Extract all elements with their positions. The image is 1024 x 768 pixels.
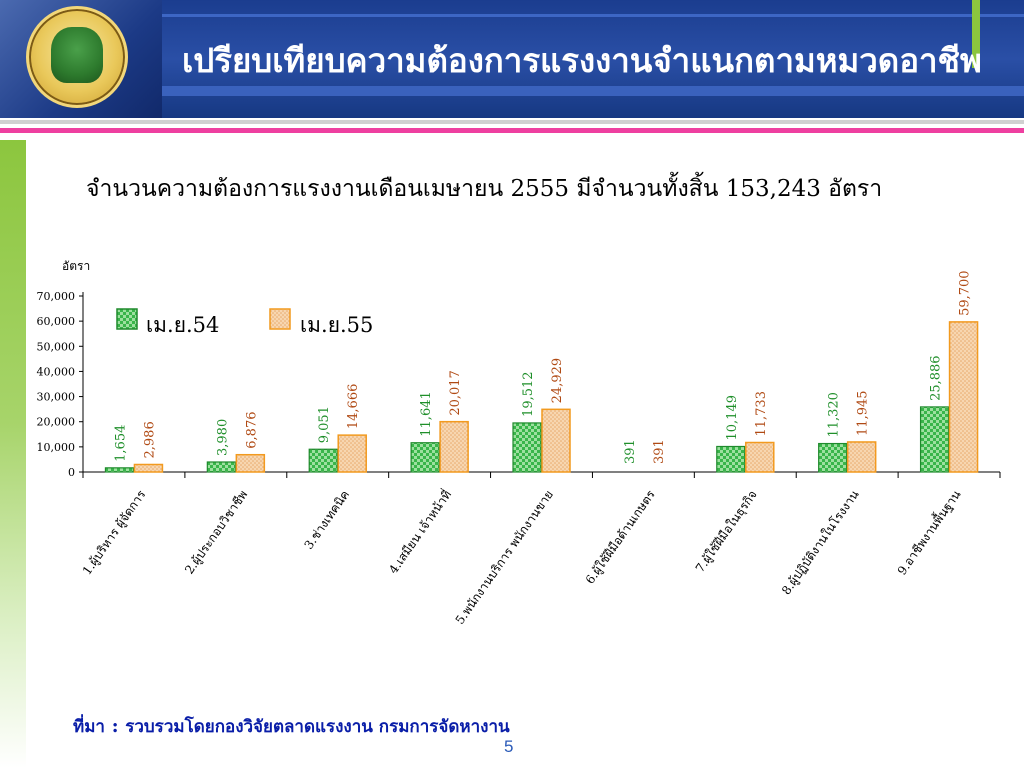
category-label: 1.ผู้บริหาร ผู้จัดการ [80, 487, 150, 578]
bar-series1 [716, 445, 746, 473]
bar-series1 [206, 461, 236, 473]
y-tick-label: 50,000 [37, 340, 76, 353]
y-tick-label: 70,000 [37, 290, 76, 303]
page-number: 5 [504, 737, 514, 756]
data-label-series2: 2,986 [142, 421, 157, 458]
category-label: 5.พนักงานบริการ พนักงานขาย [453, 488, 556, 627]
category-label: 3.ช่างเทคนิค [301, 488, 352, 552]
category-label: 7.ผู้ใช้ฝีมือในธุรกิจ [693, 488, 761, 576]
y-tick-label: 40,000 [37, 365, 76, 378]
bar-series2 [235, 453, 266, 473]
legend-swatch-series1 [116, 308, 138, 330]
bar-series2 [541, 408, 571, 473]
bar-series1 [104, 467, 135, 473]
left-accent-bar [0, 140, 26, 768]
category-label: 6.ผู้ใช้ฝีมือด้านเกษตร [583, 487, 659, 587]
y-tick-label: 60,000 [37, 315, 76, 328]
chart-subtitle: จำนวนความต้องการแรงงานเดือนเมษายน 2555 ม… [86, 176, 883, 202]
data-label-series2: 14,666 [346, 384, 361, 430]
bar-series2 [745, 441, 775, 473]
legend-swatch-series2 [269, 308, 291, 330]
y-tick-label: 10,000 [37, 441, 76, 454]
bar-series2 [439, 420, 469, 473]
bar-series1 [308, 448, 338, 473]
y-tick-label: 0 [68, 466, 75, 479]
data-label-series1: 11,320 [827, 392, 842, 438]
divider-pink [0, 128, 1024, 133]
y-axis-title: อัตรา [62, 259, 90, 273]
legend-label-series1: เม.ย.54 [146, 313, 219, 337]
data-label-series2: 391 [652, 439, 667, 464]
category-label: 4.เสมียน เจ้าหน้าที่ [384, 486, 454, 576]
source-label: ที่มา [73, 717, 105, 737]
data-label-series2: 11,733 [754, 391, 769, 437]
y-tick-label: 30,000 [37, 391, 76, 404]
data-label-series2: 11,945 [856, 390, 871, 436]
data-label-series2: 20,017 [448, 370, 463, 416]
bar-series2 [846, 441, 877, 473]
source-colon: : [104, 715, 126, 737]
data-label-series2: 59,700 [958, 270, 973, 316]
legend-label-series2: เม.ย.55 [300, 313, 373, 337]
data-label-series2: 24,929 [550, 358, 565, 404]
bar-series2 [133, 463, 164, 473]
bar-series1 [919, 406, 950, 473]
category-label: 2.ผู้ประกอบวิชาชีพ [182, 488, 251, 578]
data-label-series1: 3,980 [215, 419, 230, 456]
header-band [0, 0, 1024, 118]
category-label: 8.ผู้ปฏิบัติงานในโรงงาน [779, 488, 862, 598]
data-label-series1: 9,051 [317, 406, 332, 443]
source-note: ที่มา : รวบรวมโดยกองวิจัยตลาดแรงงาน กรมก… [73, 713, 510, 740]
data-label-series2: 6,876 [244, 411, 259, 448]
header-accent-bar [972, 0, 980, 68]
bar-series1 [512, 422, 542, 473]
divider-gray [0, 120, 1024, 124]
data-label-series1: 19,512 [521, 371, 536, 417]
y-tick-label: 20,000 [37, 416, 76, 429]
source-text: รวบรวมโดยกองวิจัยตลาดแรงงาน กรมการจัดหาง… [125, 717, 510, 737]
bar-series2 [948, 321, 979, 473]
bar-series1 [818, 442, 848, 473]
header-stripe [162, 14, 1024, 17]
data-label-series1: 391 [623, 439, 638, 464]
department-seal-logo [26, 6, 128, 108]
bar-series2 [337, 434, 367, 473]
logo-panel [0, 0, 162, 118]
category-label: 9.อาชีพงานพื้นฐาน [893, 487, 963, 578]
bar-series1 [410, 442, 440, 473]
header-stripe-bottom [162, 86, 1024, 96]
data-label-series1: 10,149 [725, 395, 740, 441]
data-label-series1: 1,654 [113, 425, 128, 462]
data-label-series1: 11,641 [419, 391, 434, 437]
data-label-series1: 25,886 [929, 355, 944, 401]
seal-emblem-icon [51, 27, 103, 83]
page-title: เปรียบเทียบความต้องการแรงงานจำแนกตามหมวด… [182, 41, 982, 80]
